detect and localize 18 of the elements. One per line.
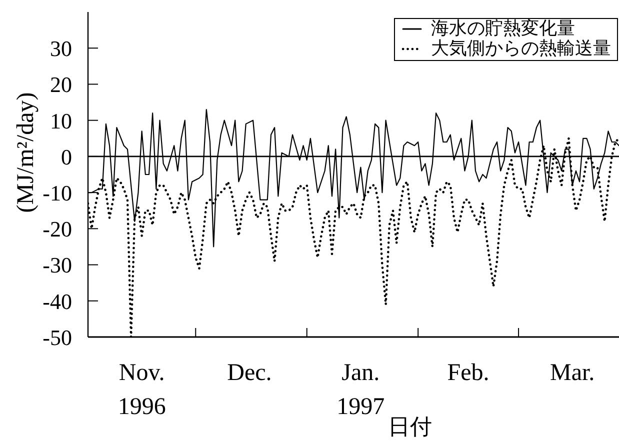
- legend-label: 海水の貯熱変化量: [431, 18, 575, 39]
- y-tick-label: 20: [50, 72, 72, 98]
- x-tick-label: Dec.: [227, 360, 272, 386]
- x-tick-label: Mar.: [550, 360, 595, 386]
- x-tick-label: Jan. 1997: [336, 360, 385, 420]
- x-axis-title: 日付: [388, 415, 432, 440]
- y-tick-label: -10: [42, 180, 72, 206]
- x-tick-label: Nov. 1996: [118, 360, 166, 420]
- x-tick-label: Feb.: [447, 360, 490, 386]
- y-tick-label: 30: [50, 36, 72, 62]
- y-tick-label: -40: [42, 288, 72, 314]
- legend-label: 大気側からの熱輸送量: [431, 38, 611, 59]
- y-tick-label: 10: [50, 108, 72, 134]
- y-tick-label: -30: [42, 252, 72, 278]
- y-tick-label: -50: [42, 324, 72, 350]
- y-tick-label: -20: [42, 216, 72, 242]
- y-axis-title: (MJ/m²/day): [13, 92, 39, 213]
- y-tick-label: 0: [61, 144, 72, 170]
